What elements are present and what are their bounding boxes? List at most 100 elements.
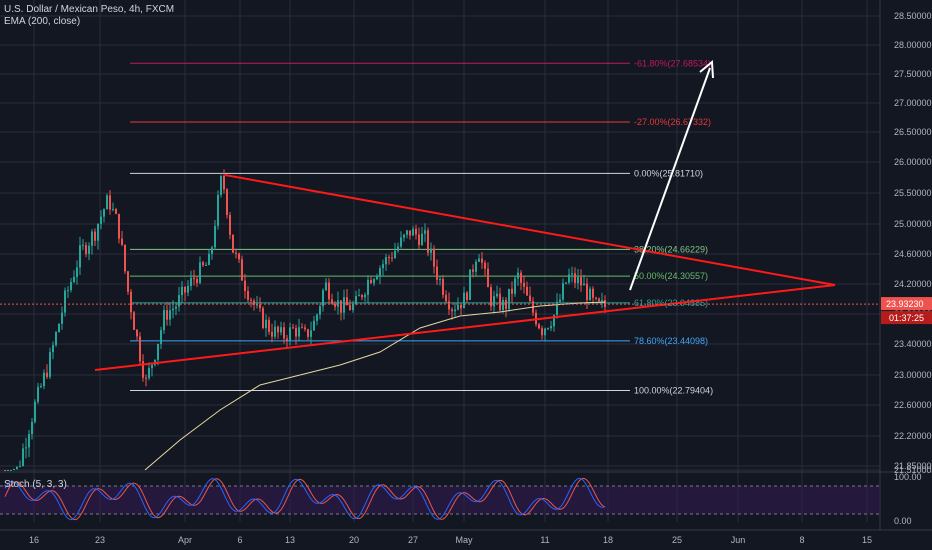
candle-body — [373, 279, 375, 284]
candle-body — [436, 266, 438, 280]
candle-body — [370, 279, 372, 284]
candle-body — [433, 248, 435, 267]
price-axis-label: 28.50000 — [894, 11, 932, 21]
candle-body — [526, 286, 528, 296]
candle-body — [460, 304, 462, 309]
candle-body — [73, 276, 75, 282]
candle-body — [16, 466, 18, 469]
candle-body — [424, 230, 426, 234]
fib-level-label: 0.00%(25.81710) — [634, 168, 703, 178]
candle-body — [577, 277, 579, 283]
candle-body — [367, 279, 369, 295]
time-axis-label: Jun — [731, 535, 746, 545]
stoch-indicator-label[interactable]: Stoch (5, 3, 3) — [4, 479, 67, 490]
candle-body — [55, 332, 57, 346]
candle-body — [481, 258, 483, 263]
ema-indicator-label[interactable]: EMA (200, close) — [4, 16, 81, 27]
price-axis-label: 23.00000 — [894, 370, 932, 380]
candle-body — [70, 281, 72, 291]
candle-body — [124, 244, 126, 272]
candle-body — [238, 253, 240, 260]
candle-body — [493, 296, 495, 307]
candle-body — [163, 310, 165, 331]
candle-body — [235, 252, 237, 254]
candle-body — [85, 244, 87, 254]
projection-arrow — [629, 67, 711, 291]
candle-body — [604, 300, 606, 308]
price-axis-label: 22.60000 — [894, 400, 932, 410]
candle-body — [217, 194, 219, 226]
time-axis-label: 27 — [408, 535, 418, 545]
candle-body — [223, 175, 225, 190]
stoch-k-line — [4, 477, 606, 521]
candle-body — [265, 319, 267, 329]
price-axis-label: 21.51000 — [894, 465, 932, 475]
candle-body — [469, 269, 471, 300]
candle-body — [259, 304, 261, 309]
candle-body — [280, 327, 282, 333]
candle-body — [43, 372, 45, 387]
time-axis-label: 15 — [862, 535, 872, 545]
candle-body — [10, 470, 12, 471]
price-axis-label: 25.00000 — [894, 219, 932, 229]
candle-body — [355, 296, 357, 305]
candle-body — [319, 306, 321, 315]
time-axis-label: 20 — [349, 535, 359, 545]
candle-body — [589, 288, 591, 301]
candle-body — [529, 295, 531, 302]
candle-body — [307, 329, 309, 337]
candle-body — [316, 314, 318, 321]
candle-body — [439, 279, 441, 281]
candle-body — [130, 291, 132, 313]
candle-body — [7, 470, 9, 471]
candle-body — [169, 310, 171, 320]
candle-body — [448, 301, 450, 310]
stoch-d-line — [4, 477, 606, 521]
candle-body — [601, 300, 603, 302]
price-axis-label: 22.20000 — [894, 431, 932, 441]
candle-body — [157, 343, 159, 360]
candle-body — [574, 273, 576, 283]
candle-body — [403, 234, 405, 238]
candle-body — [559, 299, 561, 302]
candle-body — [115, 209, 117, 214]
candle-body — [109, 195, 111, 210]
candle-body — [484, 262, 486, 269]
price-axis-label: 27.50000 — [894, 69, 932, 79]
time-axis-label: 11 — [540, 535, 549, 545]
candle-body — [25, 447, 27, 449]
candle-body — [79, 245, 81, 268]
countdown-tag — [881, 311, 932, 325]
candle-body — [103, 209, 105, 217]
price-axis-label: 24.20000 — [894, 279, 932, 289]
upper-trendline — [224, 174, 836, 286]
candle-body — [550, 326, 552, 329]
fib-level-label: 50.00%(24.30557) — [634, 271, 708, 281]
candle-body — [583, 283, 585, 286]
candle-body — [100, 216, 102, 224]
candle-body — [214, 225, 216, 248]
ema-line — [144, 301, 606, 471]
fib-level-label: 78.60%(23.44098) — [634, 336, 708, 346]
candle-body — [412, 228, 414, 236]
candle-body — [310, 330, 312, 337]
candle-body — [520, 272, 522, 283]
lower-trendline — [94, 284, 836, 371]
candle-body — [388, 257, 390, 259]
candle-body — [172, 308, 174, 311]
candle-body — [4, 470, 6, 471]
candle-body — [466, 292, 468, 300]
candle-body — [244, 280, 246, 291]
candle-body — [490, 287, 492, 307]
time-axis-label: 8 — [799, 535, 804, 545]
symbol-title[interactable]: U.S. Dollar / Mexican Peso, 4h, FXCM — [4, 4, 175, 15]
candle-body — [220, 175, 222, 195]
candle-body — [184, 286, 186, 293]
price-axis-label: 24.60000 — [894, 249, 932, 259]
candle-body — [232, 234, 234, 253]
candle-body — [472, 269, 474, 272]
candle-body — [427, 230, 429, 253]
stoch-axis-label: 0.00 — [894, 516, 912, 526]
candle-body — [409, 230, 411, 236]
